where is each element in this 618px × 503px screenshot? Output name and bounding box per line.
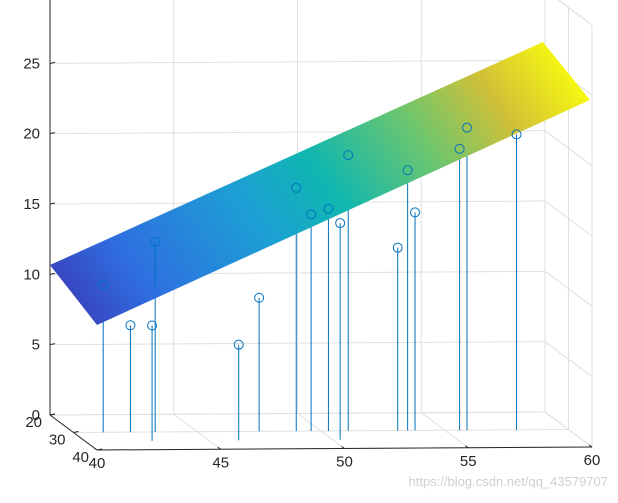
data-point-marker [335, 218, 346, 229]
data-point-marker [410, 207, 421, 218]
z-tick [49, 132, 56, 135]
data-point-marker [511, 129, 522, 140]
y-tick-label: 20 [25, 414, 42, 431]
x-tick [217, 446, 222, 450]
box-edge [557, 0, 593, 26]
data-point-marker [343, 150, 354, 161]
data-point-marker [306, 209, 317, 220]
x-tick [464, 445, 469, 449]
data-point-marker [125, 320, 136, 331]
z-tick [49, 202, 56, 205]
grid-line [49, 411, 546, 416]
x-tick-label: 40 [89, 455, 106, 472]
y-tick [96, 448, 103, 451]
x-tick-label: 60 [584, 452, 601, 469]
data-point-marker [462, 122, 473, 133]
data-point-marker [233, 339, 244, 350]
data-point-marker [323, 203, 334, 214]
data-point-marker [402, 165, 413, 176]
x-tick [93, 447, 98, 451]
y-tick-label: 40 [72, 449, 89, 466]
z-tick [49, 413, 56, 416]
data-point-marker [147, 320, 158, 331]
z-tick [49, 343, 56, 346]
data-point-marker [254, 292, 265, 303]
z-tick-label: 15 [23, 196, 40, 213]
y-tick [73, 431, 79, 433]
data-point-marker [291, 182, 302, 193]
z-tick-label: 30 [23, 0, 40, 2]
z-tick-label: 5 [32, 337, 40, 354]
x-tick-label: 50 [336, 454, 353, 471]
x-tick-label: 55 [460, 453, 477, 470]
x-tick [341, 446, 345, 449]
regression-plane [50, 42, 590, 325]
z-tick-label: 0 [32, 407, 40, 424]
z-tick [49, 272, 56, 275]
x-tick-label: 45 [212, 454, 229, 471]
data-point-marker [392, 242, 403, 253]
grid-line [73, 429, 569, 433]
data-point-marker [454, 143, 465, 154]
z-tick [49, 61, 56, 64]
x-tick [588, 444, 593, 448]
data-point-marker [150, 237, 161, 248]
z-tick-label: 25 [23, 55, 40, 72]
z-tick-label: 20 [23, 126, 40, 143]
y-tick-label: 30 [49, 432, 66, 449]
z-tick-label: 10 [23, 266, 40, 283]
watermark: https://blog.csdn.net/qq_43579707 [408, 474, 609, 489]
data-point-marker [98, 279, 109, 290]
